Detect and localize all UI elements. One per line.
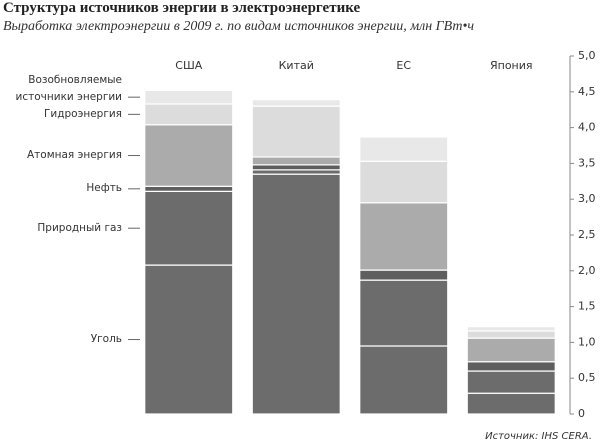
bar-segment (359, 279, 449, 347)
bar-segment (251, 173, 341, 415)
y-tick-label: 5,0 (578, 49, 596, 62)
y-tick-label: 4,0 (578, 121, 596, 134)
y-tick-label: 1,5 (578, 300, 596, 313)
x-tick-label: Япония (490, 59, 533, 72)
y-tick-label: 0,5 (578, 371, 596, 384)
bar-segment (359, 202, 449, 271)
chart-title: Структура источников энергии в электроэн… (3, 0, 361, 16)
bar-segment (466, 330, 556, 339)
bar-segment (144, 264, 234, 415)
bar-segment (251, 105, 341, 158)
bar-segment (359, 160, 449, 204)
bar-segment (251, 156, 341, 166)
y-tick-label: 3,0 (578, 192, 596, 205)
bar-segment (466, 326, 556, 332)
x-tick-label: ЕС (396, 59, 411, 72)
bar-segment (466, 370, 556, 394)
legend-label: Уголь (90, 333, 122, 346)
bar-segment (144, 185, 234, 192)
legend-label: Нефть (86, 182, 122, 195)
legend-label: Атомная энергия (26, 149, 122, 162)
bar-segment (251, 164, 341, 171)
x-tick-label: США (175, 59, 202, 72)
bar-segment (466, 392, 556, 415)
legend-label: Природный газ (37, 221, 122, 234)
bar-segment (144, 103, 234, 126)
bar-segment (144, 190, 234, 266)
bar-segment (251, 169, 341, 175)
bar-segment (466, 337, 556, 363)
bar-segment (466, 361, 556, 372)
x-tick-label: Китай (279, 59, 314, 72)
bar-segment (359, 269, 449, 281)
chart-subtitle: Выработка электроэнергии в 2009 г. по ви… (3, 19, 475, 34)
bar-segment (359, 136, 449, 162)
y-tick-label: 4,5 (578, 85, 596, 98)
legend-label: Возобновляемые источники энергии (15, 73, 122, 103)
bar-segment (144, 89, 234, 105)
source: Источник: IHS CERA. (485, 431, 592, 442)
y-tick-label: 3,5 (578, 156, 596, 169)
bar-segment (144, 124, 234, 187)
y-tick-label: 1,0 (578, 335, 596, 348)
bar-segment (359, 345, 449, 415)
y-tick-label: 0 (578, 407, 585, 420)
legend-label: Гидроэнергия (44, 107, 122, 120)
y-tick-label: 2,5 (578, 228, 596, 241)
y-tick-label: 2,0 (578, 264, 596, 277)
bar-segment (251, 99, 341, 107)
